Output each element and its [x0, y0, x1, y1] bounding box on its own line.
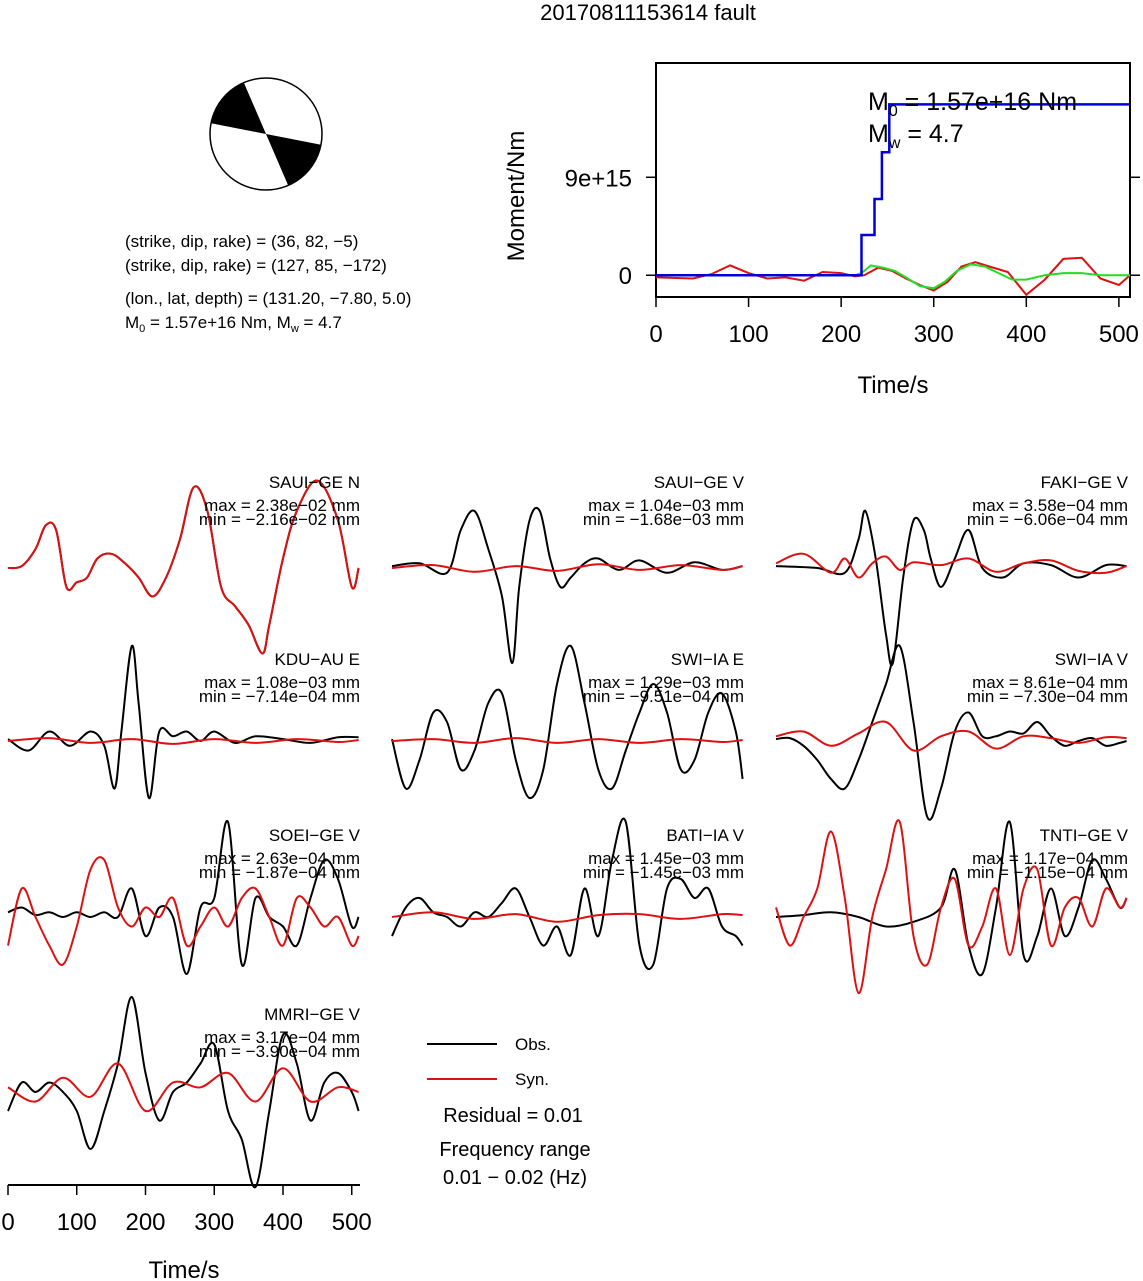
station-max: max = 1.29e−03 mm — [588, 673, 744, 692]
cumulative-moment-line — [656, 103, 1130, 277]
station-min: min = −6.06e−04 mm — [967, 510, 1128, 529]
synthetic-waveform — [7, 737, 359, 745]
waveform-x-tick-label: 400 — [263, 1209, 303, 1236]
station-min: min = −1.68e−03 mm — [583, 510, 744, 529]
station-max: max = 8.61e−04 mm — [972, 673, 1128, 692]
synthetic-waveform — [391, 911, 743, 923]
station-name: SWI−IA V — [1055, 650, 1129, 669]
mechanism-info: (strike, dip, rake) = (36, 82, −5) (stri… — [125, 232, 411, 335]
observed-waveform — [391, 506, 743, 665]
synthetic-waveform — [7, 479, 360, 655]
figure-title: 20170811153614 fault — [540, 0, 756, 25]
observed-waveform — [7, 644, 359, 800]
station-name: BATI−IA V — [666, 826, 744, 845]
observed-waveform — [391, 817, 744, 970]
station-min: min = −1.15e−04 mm — [967, 863, 1128, 882]
station-min: min = −3.90e−04 mm — [199, 1042, 360, 1061]
waveform-x-tick-label: 300 — [194, 1209, 234, 1236]
hypocenter-info: (lon., lat, depth) = (131.20, −7.80, 5.0… — [125, 289, 411, 308]
moment-x-axis-label: Time/s — [857, 372, 928, 399]
moment-y-axis-label: Moment/Nm — [503, 131, 530, 262]
nodal-plane-1: (strike, dip, rake) = (36, 82, −5) — [125, 232, 358, 251]
moment-x-tick-label: 200 — [821, 321, 861, 348]
station-min: min = −7.14e−04 mm — [199, 687, 360, 706]
waveform-x-axis-label: Time/s — [148, 1257, 219, 1281]
residual-text: Residual = 0.01 — [443, 1105, 583, 1127]
beachball-diagram — [209, 77, 323, 191]
moment-y-tick-label: 0 — [619, 263, 632, 290]
synthetic-waveform — [7, 1062, 359, 1113]
station-name: FAKI−GE V — [1041, 473, 1129, 492]
synthetic-waveform — [7, 856, 360, 966]
station-max: max = 1.45e−03 mm — [588, 849, 744, 868]
station-name: SAUI−GE V — [654, 473, 745, 492]
station-name: MMRI−GE V — [264, 1005, 361, 1024]
moment-m0-annotation: M0 = 1.57e+16 Nm — [868, 88, 1077, 120]
moment-x-tick-label: 300 — [914, 321, 954, 348]
station-min: min = −9.51e−04 mm — [583, 687, 744, 706]
waveform-x-tick-label: 100 — [57, 1209, 97, 1236]
waveform-x-tick-label: 0 — [1, 1209, 14, 1236]
synthetic-waveform — [775, 819, 1128, 995]
station-max: max = 1.17e−04 mm — [972, 849, 1128, 868]
station-max: max = 2.63e−04 mm — [204, 849, 360, 868]
beachball-compressional-quadrant — [266, 134, 321, 186]
station-min: min = −7.30e−04 mm — [967, 687, 1128, 706]
source-time-function-line — [656, 263, 1130, 290]
station-min: min = −1.45e−03 mm — [583, 863, 744, 882]
moment-x-tick-label: 500 — [1099, 321, 1139, 348]
station-min: min = −2.16e−02 mm — [199, 510, 360, 529]
station-name: TNTI−GE V — [1040, 826, 1129, 845]
station-name: SWI−IA E — [671, 650, 744, 669]
moment-mw-annotation: Mw = 4.7 — [868, 120, 964, 152]
station-max: max = 3.17e−04 mm — [204, 1028, 360, 1047]
legend-obs-label: Obs. — [515, 1035, 551, 1054]
frequency-range-value: 0.01 − 0.02 (Hz) — [443, 1167, 587, 1189]
observed-waveform — [7, 820, 360, 976]
moment-y-tick-label: 9e+15 — [565, 165, 632, 192]
moment-plot-frame — [655, 62, 1131, 298]
station-name: SOEI−GE V — [269, 826, 361, 845]
moment-x-tick-label: 0 — [649, 321, 662, 348]
station-max: max = 1.04e−03 mm — [588, 496, 744, 515]
station-max: max = 2.38e−02 mm — [204, 496, 360, 515]
synthetic-waveform — [391, 737, 743, 744]
observed-waveform — [7, 995, 360, 1189]
synthetic-waveform — [775, 552, 1127, 579]
station-max: max = 1.08e−03 mm — [204, 673, 360, 692]
observed-waveform — [775, 509, 1127, 667]
moment-magnitude-info: M0 = 1.57e+16 Nm, Mw = 4.7 — [125, 313, 342, 335]
synthetic-waveform — [775, 720, 1127, 752]
synthetic-waveform — [391, 563, 743, 573]
legend: Obs. Syn. Residual = 0.01 Frequency rang… — [427, 1035, 591, 1189]
station-min: min = −1.87e−04 mm — [199, 863, 360, 882]
station-max: max = 3.58e−04 mm — [972, 496, 1128, 515]
beachball-compressional-quadrant — [211, 82, 266, 134]
waveform-x-tick-label: 500 — [332, 1209, 372, 1236]
moment-rate-panel: 0 100 200 300 400 500 0 9e+15 — [565, 62, 1140, 348]
moment-x-tick-label: 100 — [729, 321, 769, 348]
waveform-x-tick-label: 200 — [125, 1209, 165, 1236]
nodal-plane-2: (strike, dip, rake) = (127, 85, −172) — [125, 256, 387, 275]
waveform-time-axis: 0 100 200 300 400 500 — [1, 1184, 372, 1236]
station-name: KDU−AU E — [275, 650, 361, 669]
frequency-range-title: Frequency range — [439, 1139, 590, 1161]
legend-syn-label: Syn. — [515, 1070, 549, 1089]
station-name: SAUI−GE N — [269, 473, 360, 492]
moment-x-tick-label: 400 — [1006, 321, 1046, 348]
